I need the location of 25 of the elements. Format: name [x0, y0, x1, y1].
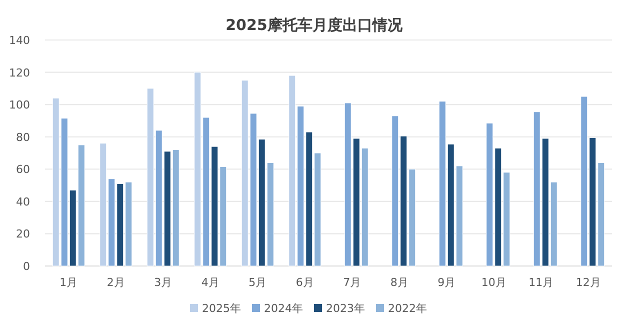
- legend-label: 2022年: [388, 302, 427, 315]
- chart-title: 2025摩托车月度出口情况: [226, 16, 404, 34]
- x-tick-label: 7月: [343, 276, 362, 289]
- x-tick-label: 10月: [481, 276, 506, 289]
- x-tick-label: 12月: [576, 276, 601, 289]
- legend-label: 2023年: [326, 302, 365, 315]
- y-tick-label: 60: [16, 163, 30, 176]
- y-tick-label: 100: [9, 98, 30, 112]
- x-tick-label: 9月: [438, 276, 456, 289]
- x-tick-label: 3月: [154, 276, 172, 289]
- legend-label: 2024年: [264, 302, 303, 315]
- y-tick-label: 80: [16, 130, 30, 144]
- y-tick-label: 140: [9, 34, 30, 47]
- x-tick-label: 6月: [296, 276, 314, 289]
- x-tick-label: 5月: [248, 276, 267, 289]
- y-tick-label: 120: [9, 66, 30, 80]
- y-tick-label: 0: [23, 260, 30, 273]
- x-tick-label: 4月: [201, 276, 220, 289]
- y-tick-label: 20: [16, 228, 30, 241]
- x-tick-label: 8月: [390, 276, 408, 289]
- legend-label: 2025年: [202, 302, 241, 315]
- x-tick-label: 11月: [528, 276, 554, 289]
- x-tick-label: 1月: [60, 276, 78, 289]
- x-tick-label: 2月: [106, 276, 125, 289]
- y-tick-label: 40: [16, 195, 30, 208]
